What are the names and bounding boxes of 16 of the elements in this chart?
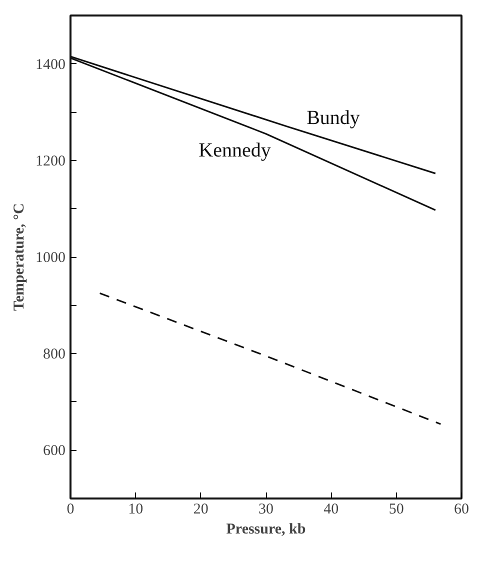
y-tick-label: 1200 xyxy=(36,153,66,170)
x-tick-label: 40 xyxy=(324,502,339,518)
series-label: Bundy xyxy=(306,107,360,130)
y-tick-label: 600 xyxy=(43,443,66,460)
x-tick-label: 20 xyxy=(193,502,208,518)
x-tick-label: 0 xyxy=(66,502,74,518)
x-tick-label: 50 xyxy=(388,502,404,518)
y-tick-label: 1000 xyxy=(36,250,66,266)
x-tick-label: 30 xyxy=(258,502,274,518)
y-axis-title: Temperature, °C xyxy=(12,203,28,311)
series-label: Kennedy xyxy=(198,140,271,162)
y-tick-label: 800 xyxy=(43,346,66,363)
x-tick-label: 10 xyxy=(128,502,144,518)
x-tick-label: 60 xyxy=(454,502,469,518)
x-axis-title: Pressure, kb xyxy=(226,522,306,538)
y-tick-label: 1400 xyxy=(36,56,66,73)
